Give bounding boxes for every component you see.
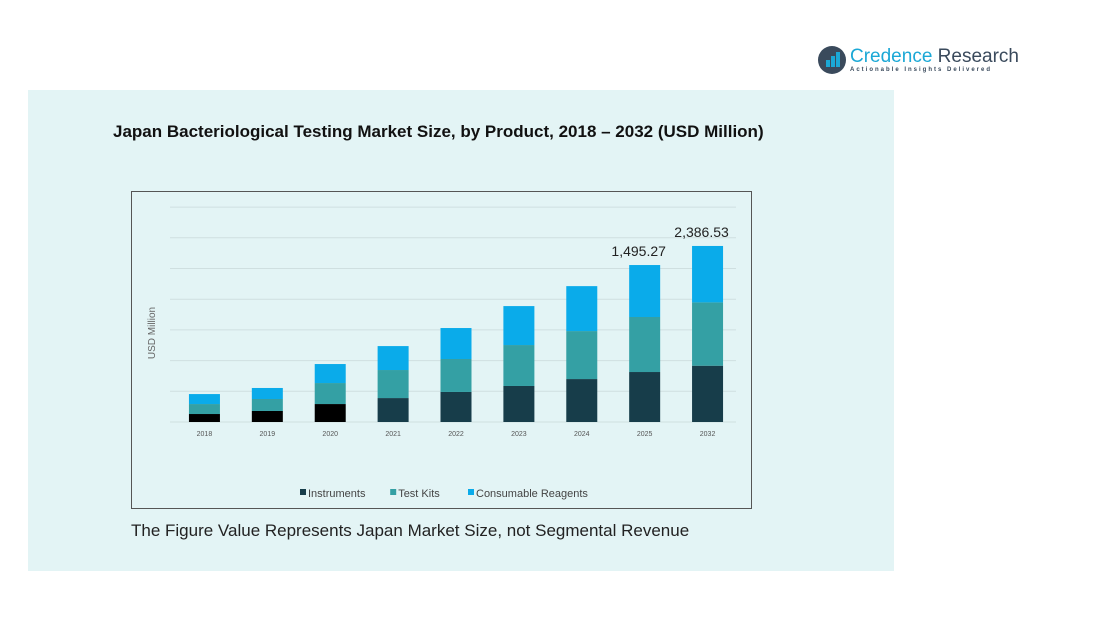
- bar-test-kits-2018: [188, 404, 220, 415]
- bar-test-kits-2022: [440, 359, 472, 392]
- bar-instruments-2023: [503, 385, 535, 422]
- bar-instruments-2020: [314, 404, 346, 422]
- bar-instruments-2021: [377, 398, 409, 422]
- total-data-label: 2,386.53: [674, 224, 729, 240]
- legend-swatch: [390, 489, 397, 495]
- x-tick-label: 2022: [448, 431, 464, 438]
- bar-consumable-reagents-2022: [440, 328, 472, 360]
- x-tick-label: 2024: [574, 431, 590, 438]
- bar-instruments-2024: [566, 379, 598, 422]
- bar-consumable-reagents-2018: [188, 394, 220, 405]
- x-tick-label: 2025: [637, 431, 653, 438]
- bar-instruments-2022: [440, 391, 472, 422]
- bar-consumable-reagents-2019: [251, 387, 283, 400]
- footnote: The Figure Value Represents Japan Market…: [131, 521, 690, 540]
- x-tick-label: 2020: [322, 431, 338, 438]
- total-data-label: 1,495.27: [611, 243, 666, 259]
- y-axis-label: USD Million: [147, 307, 158, 359]
- x-tick-label: 2021: [385, 431, 401, 438]
- bar-test-kits-2032: [692, 302, 724, 366]
- bar-consumable-reagents-2024: [566, 286, 598, 332]
- bar-test-kits-2019: [251, 399, 283, 411]
- x-tick-label: 2023: [511, 431, 527, 438]
- x-tick-label: 2018: [197, 431, 213, 438]
- bar-consumable-reagents-2021: [377, 346, 409, 371]
- legend-label: Instruments: [308, 488, 366, 500]
- x-tick-label: 2019: [260, 431, 276, 438]
- chart-frame: [131, 191, 752, 509]
- bar-instruments-2019: [251, 410, 283, 422]
- bar-test-kits-2024: [566, 331, 598, 380]
- bar-instruments-2025: [629, 372, 661, 422]
- bar-consumable-reagents-2023: [503, 306, 535, 346]
- bar-test-kits-2023: [503, 345, 535, 386]
- bar-test-kits-2020: [314, 383, 346, 405]
- bar-test-kits-2025: [629, 317, 661, 373]
- legend-swatch: [300, 489, 306, 495]
- logo-chart-icon: [818, 46, 846, 74]
- brand-tagline: Actionable Insights Delivered: [850, 67, 993, 73]
- brand-name: Credence Research: [850, 46, 1019, 67]
- brand-logo: Credence Research Actionable Insights De…: [818, 46, 1019, 74]
- legend-label: Consumable Reagents: [476, 488, 588, 500]
- bar-instruments-2032: [692, 365, 724, 422]
- bar-instruments-2018: [188, 414, 220, 422]
- chart-title: Japan Bacteriological Testing Market Siz…: [113, 122, 764, 141]
- x-tick-label: 2032: [700, 431, 716, 438]
- bar-consumable-reagents-2032: [692, 245, 724, 303]
- legend-swatch: [468, 489, 474, 495]
- bar-test-kits-2021: [377, 370, 409, 399]
- legend-label: Test Kits: [398, 488, 440, 500]
- bar-consumable-reagents-2020: [314, 364, 346, 384]
- bar-consumable-reagents-2025: [629, 265, 661, 318]
